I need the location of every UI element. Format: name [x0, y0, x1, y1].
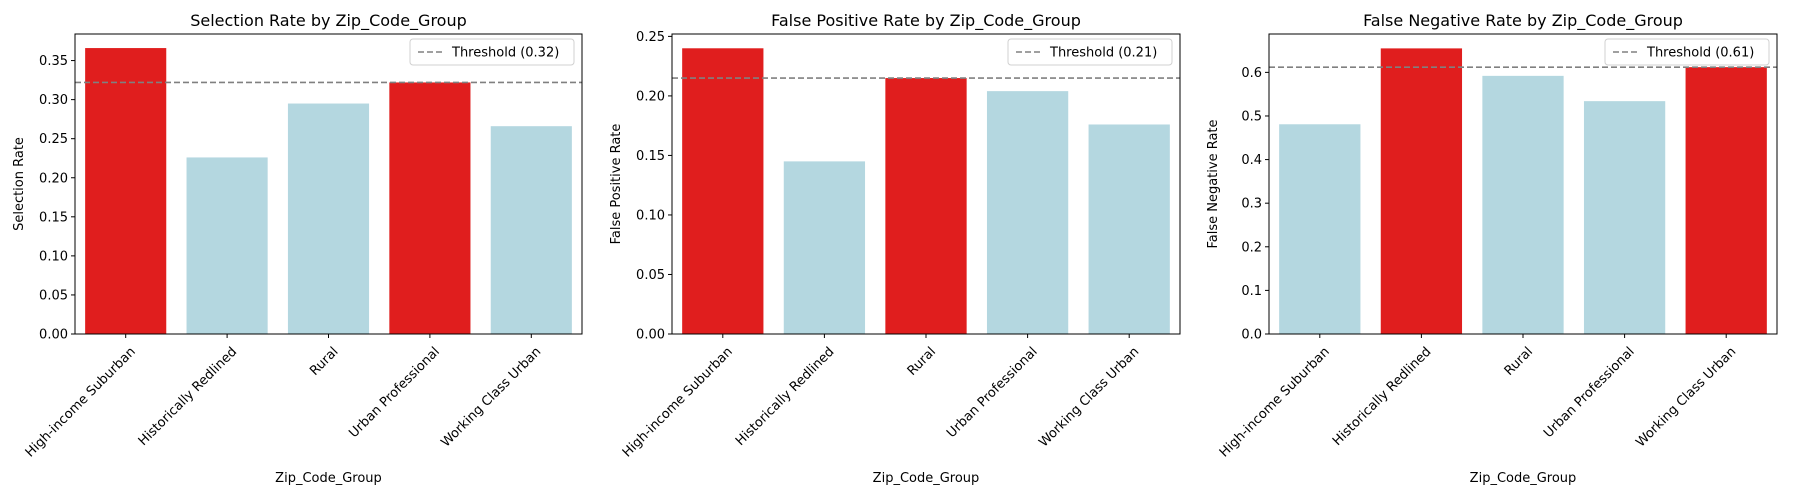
- y-tick-label: 0.00: [39, 328, 68, 343]
- y-tick-label: 0.5: [1241, 109, 1262, 124]
- legend: Threshold (0.21): [1007, 38, 1173, 66]
- y-tick-label: 0.1: [1241, 284, 1262, 299]
- y-tick-label: 0.4: [1241, 153, 1262, 168]
- x-tick-label: Working Class Urban: [1633, 344, 1739, 450]
- y-tick-label: 0.05: [39, 288, 68, 303]
- legend-box: [409, 38, 575, 66]
- y-tick-label: 0.00: [636, 328, 665, 343]
- x-tick-label: Rural: [905, 344, 939, 378]
- chart-panel-2: 0.00 0.05 0.10 0.15 0.20 0.25 High-income Subu…: [609, 11, 1181, 486]
- y-tick-label: 0.20: [39, 171, 68, 186]
- legend: Threshold (0.32): [409, 38, 575, 66]
- x-tick-label: Urban Professional: [944, 344, 1041, 441]
- x-axis-label: Zip_Code_Group: [275, 471, 382, 486]
- y-tick-label: 0.2: [1241, 240, 1262, 255]
- legend-label: Threshold (0.61): [1646, 46, 1754, 61]
- x-tick-label: Rural: [307, 344, 341, 378]
- chart-title: False Negative Rate by Zip_Code_Group: [1363, 11, 1683, 31]
- y-tick-label: 0.30: [39, 93, 68, 108]
- legend: Threshold (0.61): [1604, 38, 1770, 66]
- bar-4: [986, 91, 1069, 335]
- legend-label: Threshold (0.32): [451, 46, 559, 61]
- y-tick-label: 0.10: [39, 249, 68, 264]
- y-tick-label: 0.15: [39, 210, 68, 225]
- x-tick-label: Working Class Urban: [438, 344, 544, 450]
- bar-5: [1088, 124, 1170, 334]
- x-tick-label: Historically Redlined: [733, 344, 837, 448]
- y-tick-label: 0.20: [636, 89, 665, 104]
- x-tick-label: High-income Suburban: [620, 344, 736, 460]
- bar-2: [186, 157, 268, 334]
- legend-box: [1007, 38, 1173, 66]
- x-tick-label: Rural: [1502, 344, 1536, 378]
- bar-5: [1685, 67, 1767, 335]
- y-tick-label: 0.05: [636, 268, 665, 283]
- x-tick-label: Urban Professional: [1541, 344, 1638, 441]
- bar-4: [1583, 101, 1666, 335]
- bar-1: [1279, 124, 1361, 334]
- bar-4: [389, 82, 471, 334]
- bar-2: [783, 161, 866, 334]
- y-tick-label: 0.10: [636, 208, 665, 223]
- bar-1: [85, 48, 167, 334]
- y-tick-label: 0.0: [1241, 328, 1262, 343]
- x-axis-label: Zip_Code_Group: [873, 471, 980, 486]
- y-tick-label: 0.3: [1241, 197, 1262, 212]
- x-tick-label: Historically Redlined: [136, 344, 240, 448]
- x-tick-label: High-income Suburban: [23, 344, 139, 460]
- bar-2: [1380, 48, 1463, 335]
- x-tick-label: High-income Suburban: [1217, 344, 1333, 460]
- chart-panel-1: 0.00 0.05 0.10 0.15 0.20 0.25 0.30 0.35 High-inc…: [12, 11, 583, 486]
- y-axis-label: Selection Rate: [12, 137, 27, 231]
- x-tick-label: Urban Professional: [346, 344, 443, 441]
- x-tick-label: Working Class Urban: [1036, 344, 1142, 450]
- y-tick-label: 0.6: [1241, 66, 1262, 81]
- y-axis-label: False Positive Rate: [609, 124, 624, 245]
- y-tick-label: 0.35: [39, 54, 68, 69]
- bar-3: [1482, 75, 1564, 334]
- y-tick-label: 0.25: [636, 30, 665, 45]
- bar-1: [682, 48, 764, 335]
- bar-3: [885, 78, 967, 334]
- chart-title: False Positive Rate by Zip_Code_Group: [771, 11, 1081, 31]
- x-axis-label: Zip_Code_Group: [1470, 471, 1577, 486]
- y-tick-label: 0.15: [636, 149, 665, 164]
- y-tick-label: 0.25: [39, 132, 68, 147]
- legend-label: Threshold (0.21): [1049, 46, 1157, 61]
- legend-box: [1604, 38, 1770, 66]
- bar-3: [287, 103, 370, 334]
- y-axis-label: False Negative Rate: [1206, 119, 1221, 248]
- chart-panel-3: 0.0 0.1 0.2 0.3 0.4 0.5 0.6 High-income Suburba…: [1206, 11, 1778, 486]
- bar-5: [490, 126, 572, 334]
- chart-title: Selection Rate by Zip_Code_Group: [190, 11, 467, 31]
- x-tick-label: Historically Redlined: [1330, 344, 1434, 448]
